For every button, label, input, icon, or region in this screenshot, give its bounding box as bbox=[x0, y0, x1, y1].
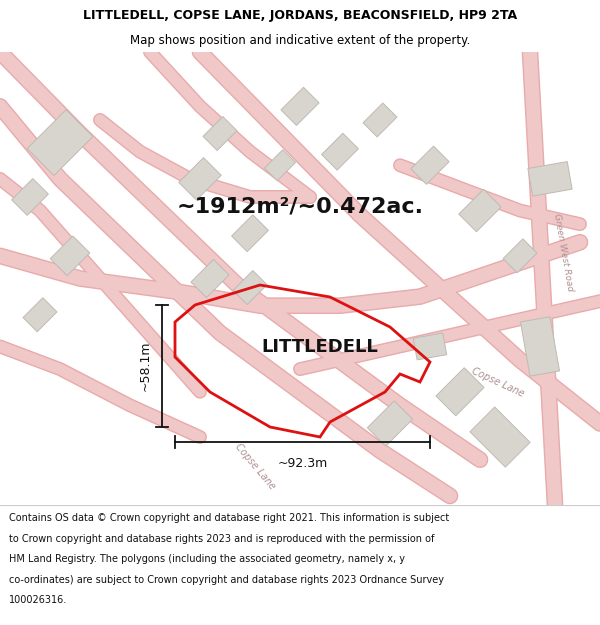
Bar bbox=[411, 146, 449, 184]
Text: Map shows position and indicative extent of the property.: Map shows position and indicative extent… bbox=[130, 34, 470, 47]
Bar bbox=[367, 401, 413, 446]
Bar bbox=[436, 368, 484, 416]
Bar bbox=[191, 259, 229, 298]
Text: to Crown copyright and database rights 2023 and is reproduced with the permissio: to Crown copyright and database rights 2… bbox=[9, 534, 434, 544]
Bar bbox=[27, 110, 93, 176]
Bar bbox=[11, 179, 49, 216]
Bar bbox=[233, 271, 267, 304]
Text: Contains OS data © Crown copyright and database right 2021. This information is : Contains OS data © Crown copyright and d… bbox=[9, 513, 449, 523]
Bar bbox=[281, 88, 319, 126]
Bar bbox=[459, 189, 501, 232]
Bar bbox=[265, 150, 296, 181]
Text: LITTLEDELL: LITTLEDELL bbox=[262, 338, 379, 356]
Text: ~1912m²/~0.472ac.: ~1912m²/~0.472ac. bbox=[176, 197, 424, 217]
Text: Copse Lane: Copse Lane bbox=[470, 366, 526, 399]
Bar bbox=[232, 215, 268, 252]
Text: Copse Lane: Copse Lane bbox=[233, 442, 277, 492]
Bar bbox=[470, 407, 530, 467]
Text: Green West Road: Green West Road bbox=[552, 213, 574, 292]
Text: LITTLEDELL, COPSE LANE, JORDANS, BEACONSFIELD, HP9 2TA: LITTLEDELL, COPSE LANE, JORDANS, BEACONS… bbox=[83, 9, 517, 22]
Text: HM Land Registry. The polygons (including the associated geometry, namely x, y: HM Land Registry. The polygons (includin… bbox=[9, 554, 405, 564]
Bar bbox=[520, 317, 560, 376]
Bar bbox=[50, 236, 90, 276]
Bar bbox=[322, 133, 358, 170]
Bar bbox=[503, 239, 537, 273]
Text: ~92.3m: ~92.3m bbox=[277, 457, 328, 470]
Bar bbox=[203, 117, 237, 151]
Bar bbox=[363, 103, 397, 137]
Bar bbox=[179, 158, 221, 200]
Bar bbox=[23, 298, 57, 332]
Text: co-ordinates) are subject to Crown copyright and database rights 2023 Ordnance S: co-ordinates) are subject to Crown copyr… bbox=[9, 574, 444, 584]
Bar bbox=[528, 162, 572, 196]
Text: ~58.1m: ~58.1m bbox=[139, 341, 152, 391]
Text: 100026316.: 100026316. bbox=[9, 595, 67, 605]
Bar bbox=[413, 333, 446, 360]
